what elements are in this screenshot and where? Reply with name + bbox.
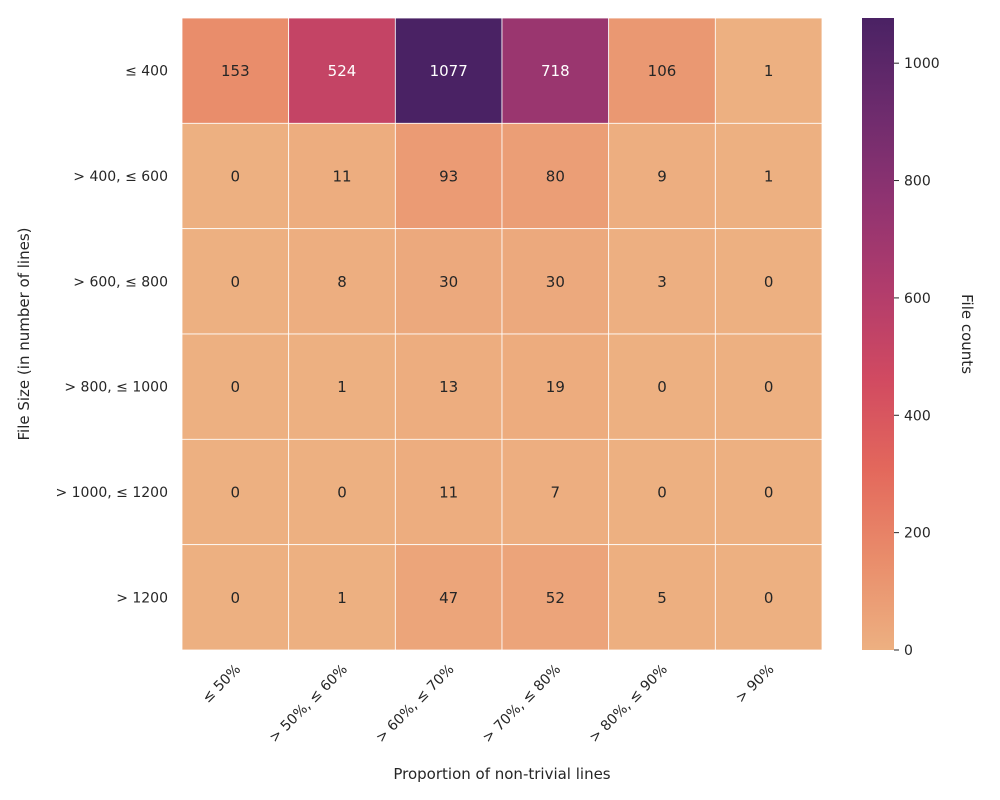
heatmap-cell [501,228,610,335]
cell-value-label: 0 [231,273,241,291]
cell-value-label: 0 [657,378,667,396]
cell-value-label: 106 [648,62,677,80]
cell-value-label: 5 [657,589,667,607]
cell-value-label: 1 [764,168,774,186]
cell-value-label: 0 [231,589,241,607]
heatmap-cell-labels: 153 524 1077 718 106 10 11 93 80 9 10 8 30 30 3 00 1 13 19… [221,62,773,607]
y-tick-label: ≤ 400 [125,64,168,80]
heatmap-cell [501,333,610,440]
colorbar-tick-label: 600 [904,291,931,307]
x-tick-label: > 60%, ≤ 70% [373,662,457,746]
heatmap-cell [181,544,290,651]
cell-value-label: 0 [231,378,241,396]
y-tick-label: > 600, ≤ 800 [73,274,168,290]
cell-value-label: 0 [337,484,347,502]
heatmap-cell [608,228,716,335]
cell-value-label: 718 [541,62,570,80]
cell-value-label: 524 [328,62,357,80]
colorbar-tick-label: 800 [904,174,931,190]
colorbar: 0 200 400 600 800 1000 [862,18,940,659]
heatmap-cell [714,438,823,546]
cell-value-label: 52 [546,589,565,607]
x-axis-tick-labels: ≤ 50% > 50%, ≤ 60% > 60%, ≤ 70% > 70%, ≤ 80… [199,662,777,746]
heatmap-cell [394,438,503,546]
cell-value-label: 8 [337,273,347,291]
colorbar-tick-label: 0 [904,643,913,659]
x-tick-label: > 70%, ≤ 80% [480,662,564,746]
heatmap-cell [608,17,716,124]
cell-value-label: 1077 [430,62,468,80]
cell-value-label: 7 [551,484,561,502]
colorbar-tick-label: 400 [904,408,931,424]
cell-value-label: 153 [221,62,250,80]
heatmap-cells [181,17,823,651]
colorbar-label: File counts [958,294,976,374]
heatmap-cell [501,438,610,546]
cell-value-label: 1 [337,378,347,396]
cell-value-label: 3 [657,273,667,291]
y-tick-label: > 800, ≤ 1000 [64,380,168,396]
heatmap-cell [288,122,396,230]
heatmap-cell [714,122,823,230]
colorbar-tick-label: 1000 [904,56,940,72]
cell-value-label: 13 [439,378,458,396]
colorbar-gradient [862,18,894,650]
heatmap-cell [608,333,716,440]
y-axis-label: File Size (in number of lines) [15,228,33,441]
colorbar-tick-label: 200 [904,526,931,542]
heatmap-cell [501,122,610,230]
y-axis-tick-labels: ≤ 400 > 400, ≤ 600 > 600, ≤ 800 > 800, ≤ 10… [55,64,168,607]
y-tick-label: > 1000, ≤ 1200 [55,485,168,501]
cell-value-label: 1 [337,589,347,607]
cell-value-label: 0 [764,273,774,291]
cell-value-label: 30 [546,273,565,291]
cell-value-label: 30 [439,273,458,291]
heatmap-cell [394,17,503,124]
heatmap-cell [608,438,716,546]
heatmap-cell [394,333,503,440]
cell-value-label: 1 [764,62,774,80]
heatmap-cell [501,544,610,651]
heatmap-cell [714,544,823,651]
x-tick-label: > 80%, ≤ 90% [586,662,670,746]
heatmap-cell [608,544,716,651]
y-tick-label: > 1200 [116,590,168,606]
heatmap-cell [714,333,823,440]
heatmap-cell [288,333,396,440]
heatmap-cell [714,17,823,124]
cell-value-label: 47 [439,589,458,607]
y-tick-label: > 400, ≤ 600 [73,169,168,185]
heatmap-cell [181,17,290,124]
cell-value-label: 0 [231,168,241,186]
heatmap-cell [501,17,610,124]
cell-value-label: 0 [231,484,241,502]
cell-value-label: 9 [657,168,667,186]
cell-value-label: 19 [546,378,565,396]
cell-value-label: 80 [546,168,565,186]
heatmap-cell [394,228,503,335]
heatmap-cell [181,438,290,546]
heatmap-cell [181,333,290,440]
cell-value-label: 0 [764,378,774,396]
heatmap-cell [288,228,396,335]
x-tick-label: > 50%, ≤ 60% [266,662,350,746]
x-tick-label: > 90% [733,662,778,707]
heatmap-cell [181,228,290,335]
x-tick-label: ≤ 50% [199,662,244,707]
x-axis-label: Proportion of non-trivial lines [393,765,610,783]
heatmap-cell [714,228,823,335]
cell-value-label: 0 [764,589,774,607]
cell-value-label: 11 [439,484,458,502]
cell-value-label: 0 [657,484,667,502]
cell-value-label: 93 [439,168,458,186]
heatmap-cell [288,17,396,124]
cell-value-label: 11 [332,168,351,186]
cell-value-label: 0 [764,484,774,502]
